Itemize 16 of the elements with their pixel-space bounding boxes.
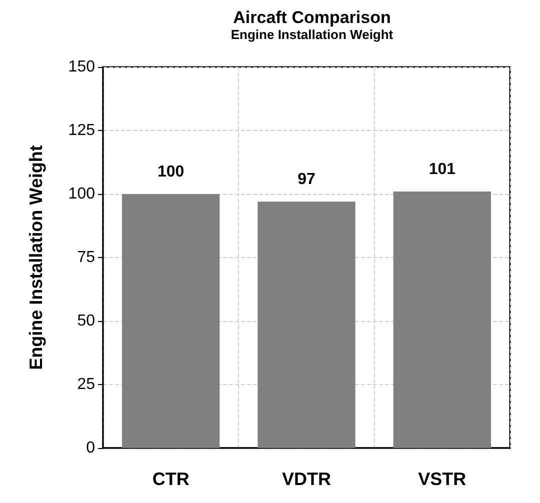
data-label: 101: [428, 160, 456, 178]
data-label: 100: [157, 164, 184, 180]
x-tick-label: VDTR: [282, 469, 331, 489]
y-tick-label: 0: [86, 440, 96, 456]
y-tick-label: 25: [77, 376, 96, 393]
chart-subtitle: Engine Installation Weight: [230, 27, 394, 42]
y-tick-label: 50: [77, 312, 96, 330]
chart-title: Aircaft Comparison: [233, 8, 391, 27]
x-tick-label: CTR: [152, 469, 190, 489]
y-tick-label: 75: [77, 249, 96, 266]
y-axis-title: Engine Installation Weight: [26, 145, 46, 370]
y-tick-label: 125: [68, 122, 96, 139]
y-tick-label: 100: [68, 186, 96, 202]
x-tick-label: VSTR: [418, 469, 466, 489]
data-label: 97: [298, 171, 316, 188]
y-tick-label: 150: [68, 58, 96, 76]
